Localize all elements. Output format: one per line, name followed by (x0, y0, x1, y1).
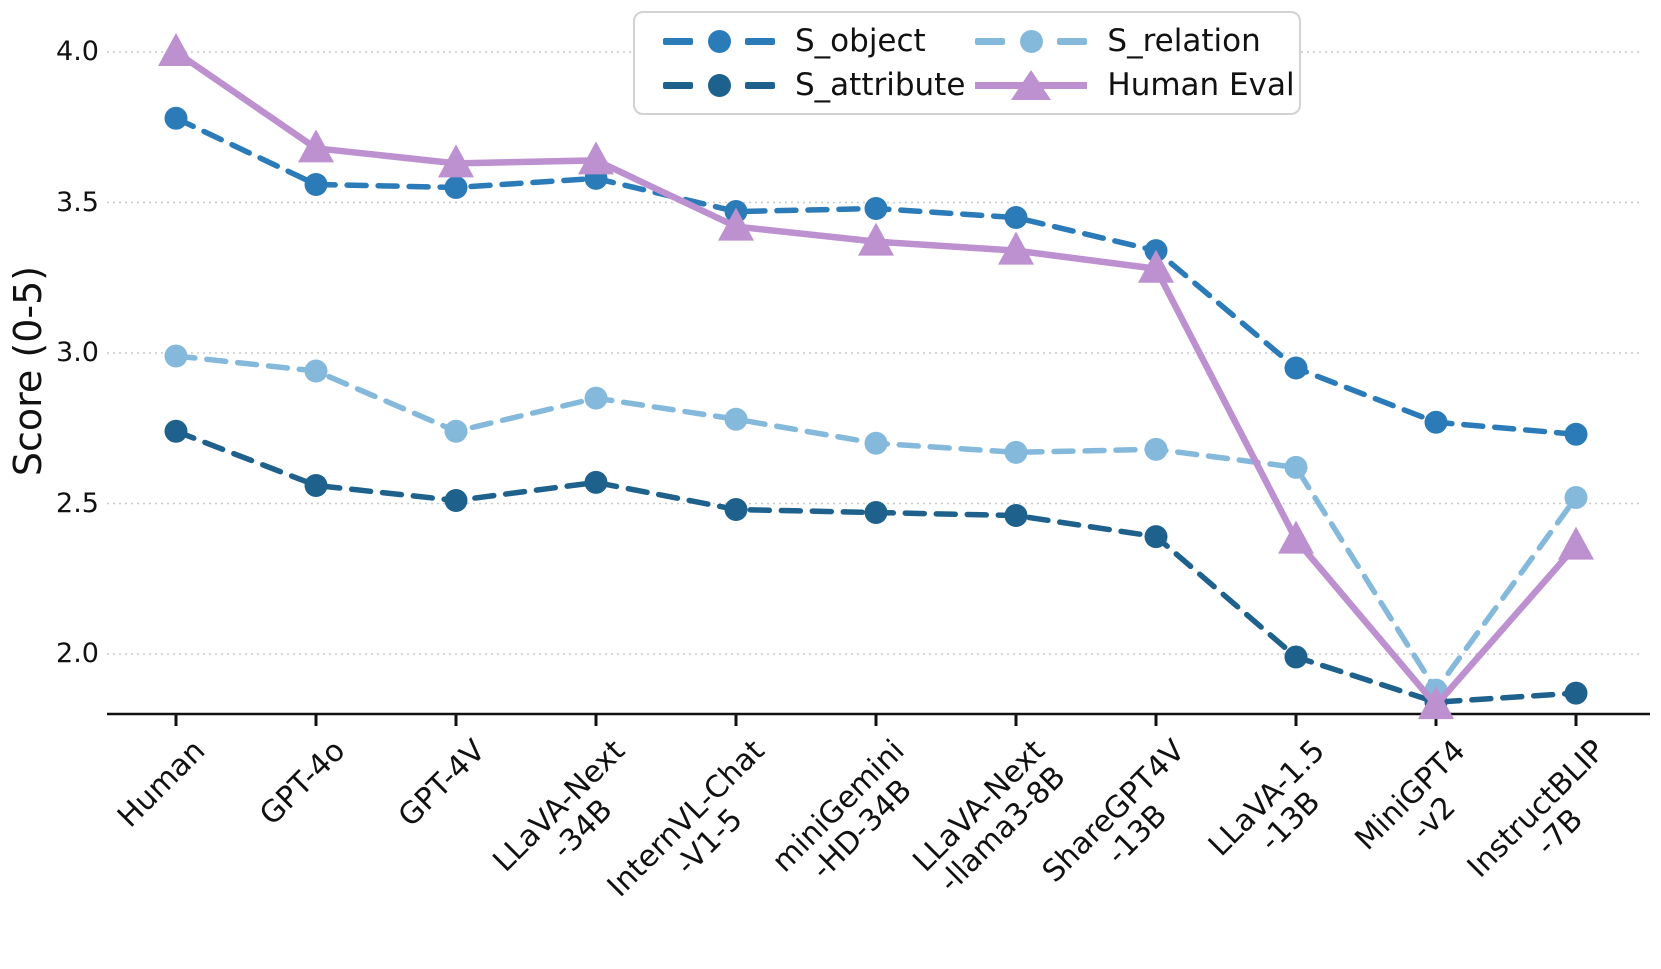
data-point-S_relation (1144, 437, 1168, 461)
dashed-line-circle-marker-icon (663, 69, 775, 101)
data-point-S_object (1424, 410, 1448, 434)
data-point-S_attribute (444, 488, 468, 512)
data-point-S_relation (1564, 485, 1588, 509)
data-point-S_relation (164, 344, 188, 368)
data-point-S_relation (724, 407, 748, 431)
data-point-S_attribute (304, 473, 328, 497)
data-point-S_relation (584, 386, 608, 410)
dash-icon (663, 82, 693, 89)
solid-line-triangle-marker-icon (975, 69, 1088, 101)
data-point-S_attribute (584, 470, 608, 494)
data-point-Human Eval (1278, 520, 1314, 554)
legend: S_object S_attribute S_relation Human Eval (633, 11, 1301, 115)
dashed-line-circle-marker-icon (975, 25, 1088, 57)
data-point-S_object (1004, 206, 1028, 230)
triangle-marker-icon (1011, 70, 1052, 100)
y-tick-label: 3.0 (56, 337, 99, 368)
series-line-S_object (173, 115, 1579, 438)
circle-marker-icon (1020, 30, 1044, 53)
data-point-S_relation (864, 431, 888, 455)
dash-icon (663, 38, 693, 45)
data-point-S_object (304, 172, 328, 196)
legend-label: Human Eval (1107, 67, 1295, 103)
data-point-S_attribute (1564, 681, 1588, 705)
data-point-S_attribute (1004, 504, 1028, 528)
data-point-Human Eval (1558, 526, 1594, 560)
dash-icon (745, 38, 775, 45)
data-point-S_relation (304, 359, 328, 383)
dash-icon (1057, 38, 1088, 45)
data-point-S_object (1284, 356, 1308, 380)
data-point-Human Eval (858, 222, 894, 256)
y-tick-label: 2.5 (56, 487, 99, 519)
circle-marker-icon (708, 74, 731, 97)
dash-icon (745, 82, 775, 89)
y-tick-label: 2.0 (56, 638, 99, 669)
data-point-S_object (164, 106, 188, 130)
legend-label: S_object (795, 23, 926, 59)
data-point-S_attribute (724, 498, 748, 522)
y-tick-label: 4.0 (56, 36, 99, 67)
series-line-S_attribute (173, 428, 1579, 705)
y-axis-label: Score (0-5) (6, 265, 50, 477)
data-point-S_relation (1004, 440, 1028, 464)
data-point-S_relation (444, 419, 468, 443)
legend-item-S_object: S_object (663, 23, 965, 59)
data-point-Human Eval (998, 231, 1034, 265)
legend-item-S_relation: S_relation (975, 23, 1294, 59)
data-point-S_relation (1284, 455, 1308, 479)
circle-marker-icon (708, 30, 731, 53)
data-point-Human Eval (1418, 686, 1454, 720)
data-point-Human Eval (578, 141, 614, 175)
data-point-Human Eval (298, 129, 334, 163)
data-point-S_object (864, 197, 888, 221)
data-point-S_attribute (164, 419, 188, 443)
legend-label: S_relation (1107, 23, 1261, 59)
legend-item-S_attribute: S_attribute (663, 67, 965, 103)
data-point-S_object (1564, 422, 1588, 446)
dash-icon (975, 38, 1006, 45)
dashed-line-circle-marker-icon (663, 25, 775, 57)
data-point-S_attribute (1284, 645, 1308, 669)
data-point-S_attribute (1144, 525, 1168, 549)
legend-label: S_attribute (795, 67, 966, 103)
legend-item-Human Eval: Human Eval (975, 67, 1295, 103)
data-point-Human Eval (718, 207, 754, 241)
series-line-Human Eval (172, 48, 1580, 709)
data-point-S_object (444, 175, 468, 199)
data-point-Human Eval (438, 144, 474, 178)
data-point-Human Eval (158, 33, 194, 66)
data-point-S_attribute (864, 501, 888, 525)
data-point-Human Eval (1138, 249, 1174, 283)
y-tick-label: 3.5 (56, 186, 99, 218)
